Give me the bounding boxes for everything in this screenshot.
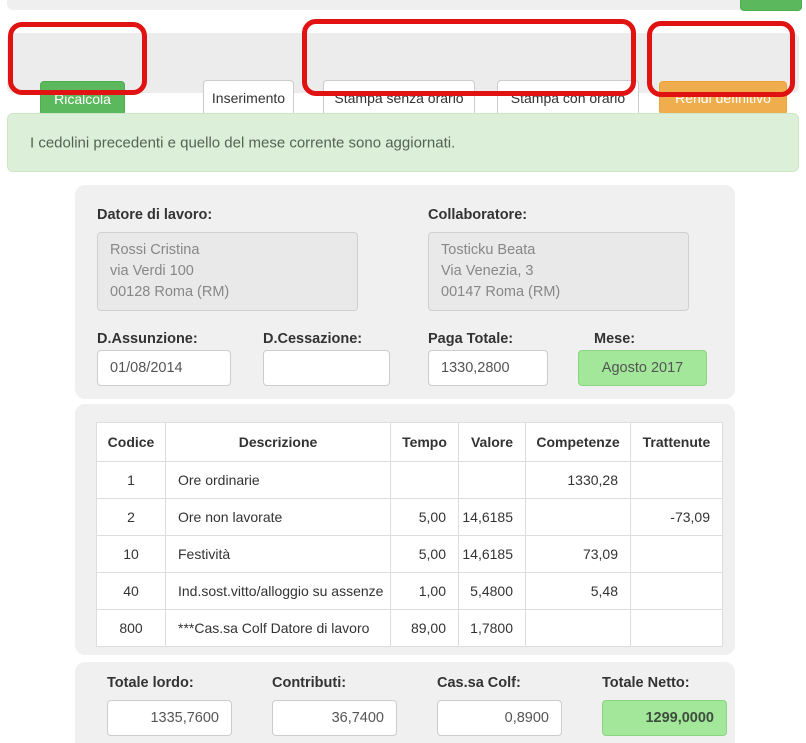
cell-descrizione: Ind.sost.vitto/alloggio su assenze xyxy=(165,572,391,610)
cell-descrizione: Ore ordinarie xyxy=(165,461,391,499)
print-with-hours-button[interactable]: Stampa con orario xyxy=(497,80,639,116)
cell-trattenute xyxy=(630,535,723,573)
pay-items-table: Codice Descrizione Tempo Valore Competen… xyxy=(96,422,723,647)
pay-items-panel: Codice Descrizione Tempo Valore Competen… xyxy=(75,404,735,655)
total-pay-label: Paga Totale: xyxy=(428,331,514,347)
hire-date-label: D.Assunzione: xyxy=(97,331,198,347)
cell-valore: 14,6185 xyxy=(458,535,526,573)
employer-name: Rossi Cristina xyxy=(110,242,200,258)
collaborator-city: 00147 Roma (RM) xyxy=(441,284,561,300)
totals-panel: Totale lordo: Contributi: Cas.sa Colf: T… xyxy=(75,662,735,743)
month-badge[interactable]: Agosto 2017 xyxy=(578,350,707,386)
cell-codice: 2 xyxy=(96,498,166,536)
cassa-colf-input[interactable] xyxy=(437,700,562,736)
anagraphic-panel: Datore di lavoro: Rossi Cristina via Ver… xyxy=(75,185,735,399)
insert-button[interactable]: Inserimento xyxy=(203,80,294,116)
termination-date-label: D.Cessazione: xyxy=(263,331,363,347)
employer-address-box: Rossi Cristina via Verdi 100 00128 Roma … xyxy=(97,232,358,311)
success-alert: I cedolini precedenti e quello del mese … xyxy=(7,113,799,172)
table-header-row: Codice Descrizione Tempo Valore Competen… xyxy=(96,422,723,462)
header-codice: Codice xyxy=(96,422,166,462)
cell-tempo: 5,00 xyxy=(390,535,459,573)
cropped-green-button[interactable] xyxy=(740,0,802,11)
cell-trattenute xyxy=(630,572,723,610)
collaborator-address-box: Tosticku Beata Via Venezia, 3 00147 Roma… xyxy=(428,232,689,311)
cell-valore: 5,4800 xyxy=(458,572,526,610)
toolbar: Ricalcola Inserimento Stampa senza orari… xyxy=(7,33,799,116)
cell-competenze xyxy=(525,609,631,647)
cell-codice: 1 xyxy=(96,461,166,499)
cell-competenze: 1330,28 xyxy=(525,461,631,499)
cell-tempo: 5,00 xyxy=(390,498,459,536)
cell-tempo: 1,00 xyxy=(390,572,459,610)
header-descrizione: Descrizione xyxy=(165,422,391,462)
table-row: 2 Ore non lavorate 5,00 14,6185 -73,09 xyxy=(96,498,723,536)
print-without-hours-button[interactable]: Stampa senza orario xyxy=(323,80,475,116)
table-row: 1 Ore ordinarie 1330,28 xyxy=(96,461,723,499)
cropped-top-strip xyxy=(7,0,799,10)
collaborator-label: Collaboratore: xyxy=(428,207,528,223)
employer-city: 00128 Roma (RM) xyxy=(110,284,230,300)
cell-valore: 1,7800 xyxy=(458,609,526,647)
table-row: 10 Festività 5,00 14,6185 73,09 xyxy=(96,535,723,573)
cell-competenze: 5,48 xyxy=(525,572,631,610)
cell-descrizione: ***Cas.sa Colf Datore di lavoro xyxy=(165,609,391,647)
make-final-button[interactable]: Rendi definitivo xyxy=(659,81,787,115)
cell-trattenute xyxy=(630,609,723,647)
cell-descrizione: Ore non lavorate xyxy=(165,498,391,536)
cell-codice: 10 xyxy=(96,535,166,573)
employer-label: Datore di lavoro: xyxy=(97,207,213,223)
total-pay-input[interactable] xyxy=(428,350,548,386)
net-total-box: 1299,0000 xyxy=(602,700,727,736)
table-row: 800 ***Cas.sa Colf Datore di lavoro 89,0… xyxy=(96,609,723,647)
cell-tempo xyxy=(390,461,459,499)
collaborator-name: Tosticku Beata xyxy=(441,242,536,258)
net-total-label: Totale Netto: xyxy=(602,675,690,691)
gross-total-input[interactable] xyxy=(107,700,232,736)
employer-street: via Verdi 100 xyxy=(110,263,194,279)
cell-trattenute xyxy=(630,461,723,499)
cell-competenze: 73,09 xyxy=(525,535,631,573)
cassa-colf-label: Cas.sa Colf: xyxy=(437,675,521,691)
recalculate-button[interactable]: Ricalcola xyxy=(40,81,125,116)
month-label: Mese: xyxy=(594,331,636,347)
header-tempo: Tempo xyxy=(390,422,459,462)
header-trattenute: Trattenute xyxy=(630,422,723,462)
table-row: 40 Ind.sost.vitto/alloggio su assenze 1,… xyxy=(96,572,723,610)
cell-descrizione: Festività xyxy=(165,535,391,573)
hire-date-input[interactable] xyxy=(97,350,231,386)
header-competenze: Competenze xyxy=(525,422,631,462)
gross-total-label: Totale lordo: xyxy=(107,675,194,691)
cell-valore xyxy=(458,461,526,499)
cell-codice: 40 xyxy=(96,572,166,610)
cell-codice: 800 xyxy=(96,609,166,647)
termination-date-input[interactable] xyxy=(263,350,390,386)
cell-competenze xyxy=(525,498,631,536)
contributions-label: Contributi: xyxy=(272,675,347,691)
header-valore: Valore xyxy=(458,422,526,462)
contributions-input[interactable] xyxy=(272,700,397,736)
alert-message: I cedolini precedenti e quello del mese … xyxy=(30,134,456,151)
cell-valore: 14,6185 xyxy=(458,498,526,536)
cell-tempo: 89,00 xyxy=(390,609,459,647)
cell-trattenute: -73,09 xyxy=(630,498,723,536)
collaborator-street: Via Venezia, 3 xyxy=(441,263,534,279)
